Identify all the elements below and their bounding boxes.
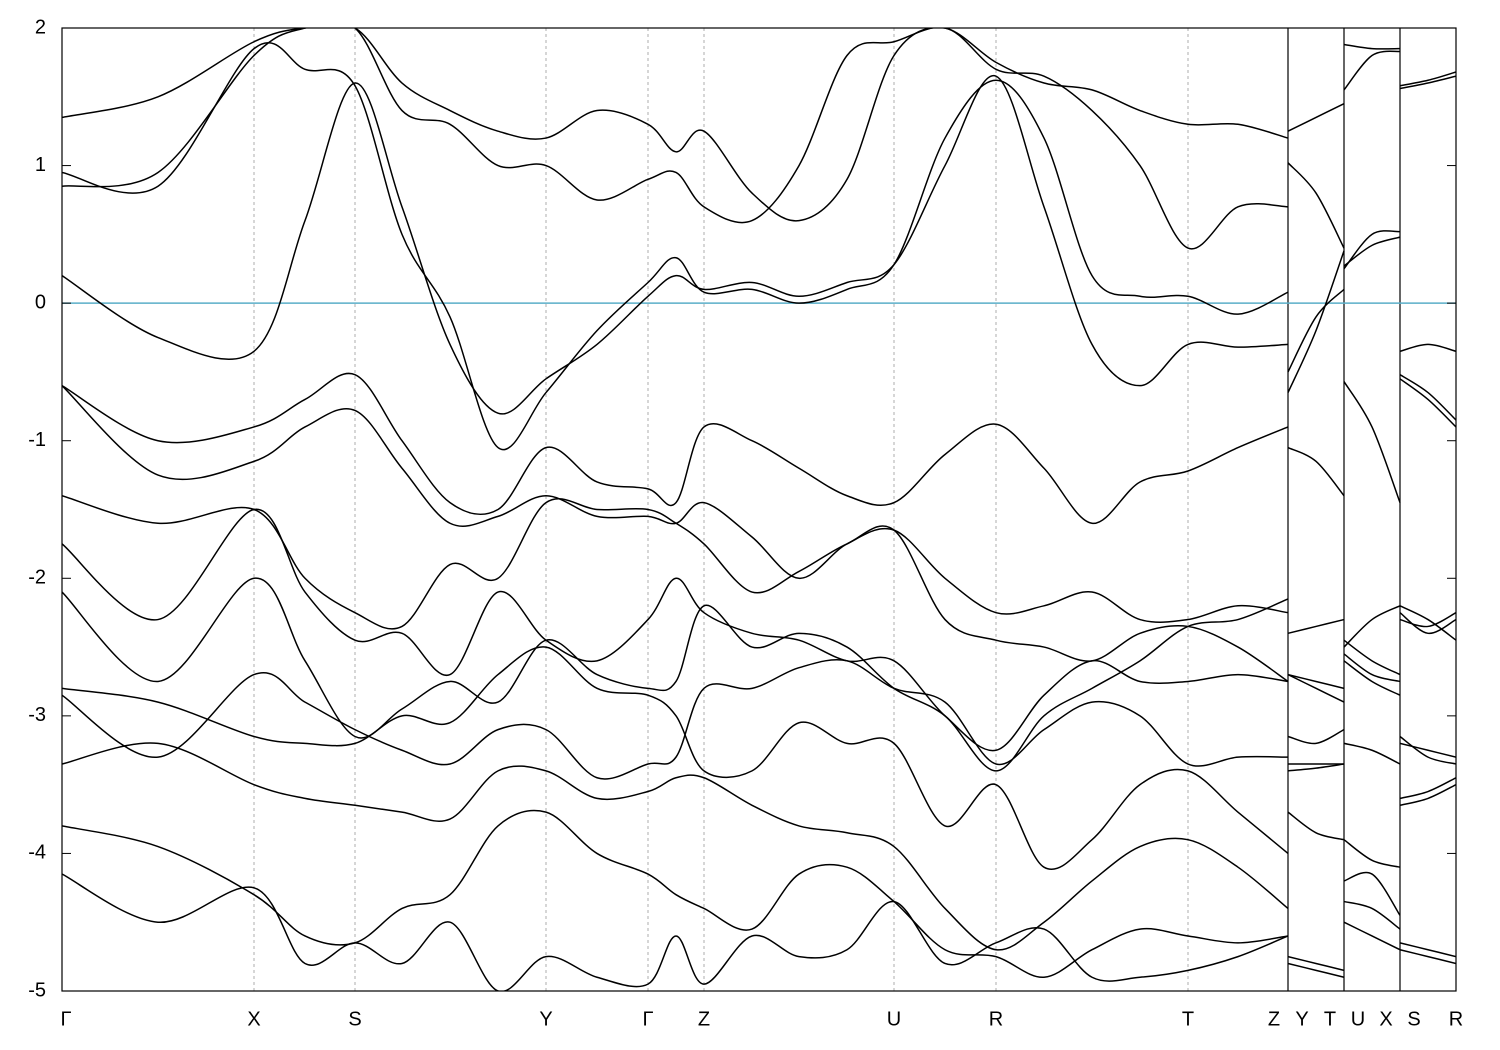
y-tick-label: 2 bbox=[35, 16, 46, 38]
x-tick-label: Z bbox=[698, 1008, 710, 1030]
x-tick-label: S bbox=[1407, 1008, 1420, 1030]
x-tick-label: R bbox=[989, 1008, 1003, 1030]
x-tick-label: T bbox=[1324, 1008, 1336, 1030]
x-tick-label: U bbox=[887, 1008, 901, 1030]
x-tick-label: T bbox=[1182, 1008, 1194, 1030]
band-line bbox=[62, 873, 1456, 991]
y-tick-label: -5 bbox=[28, 979, 46, 1001]
y-tick-label: -4 bbox=[28, 842, 46, 864]
x-tick-label: Y bbox=[539, 1008, 552, 1030]
band-line bbox=[62, 495, 1456, 703]
bands bbox=[62, 28, 1456, 991]
band-line bbox=[62, 809, 1456, 978]
band-line bbox=[62, 41, 1456, 451]
x-tick-label: Z bbox=[1268, 1008, 1280, 1030]
x-tick-label: S bbox=[348, 1008, 361, 1030]
plot-frame bbox=[61, 27, 1457, 992]
band-line bbox=[62, 508, 1456, 752]
x-tick-label: U bbox=[1351, 1008, 1365, 1030]
y-tick-label: 0 bbox=[35, 291, 46, 313]
band-line bbox=[62, 372, 1456, 525]
y-tick-label: 1 bbox=[35, 154, 46, 176]
band-line bbox=[62, 28, 1456, 250]
x-tick-label: X bbox=[247, 1008, 260, 1030]
band-line bbox=[62, 28, 1456, 224]
y-tick-label: -2 bbox=[28, 567, 46, 589]
x-tick-label: Γ bbox=[642, 1008, 653, 1030]
grid bbox=[253, 28, 1401, 991]
band-line bbox=[62, 75, 1456, 415]
labels: 210-1-2-3-4-5Γ X S Y Γ Z U R T Z Y T U X S R bbox=[28, 16, 1463, 1030]
band-line bbox=[62, 742, 1456, 951]
band-line bbox=[62, 577, 1456, 772]
band-line bbox=[62, 646, 1456, 870]
x-tick-label: Γ bbox=[60, 1008, 71, 1030]
y-tick-label: -1 bbox=[28, 429, 46, 451]
x-tick-label: X bbox=[1379, 1008, 1392, 1030]
band-line bbox=[62, 639, 1456, 780]
x-tick-label: R bbox=[1449, 1008, 1463, 1030]
band-line bbox=[62, 385, 1456, 648]
x-tick-label: Y bbox=[1295, 1008, 1308, 1030]
y-tick-label: -3 bbox=[28, 704, 46, 726]
